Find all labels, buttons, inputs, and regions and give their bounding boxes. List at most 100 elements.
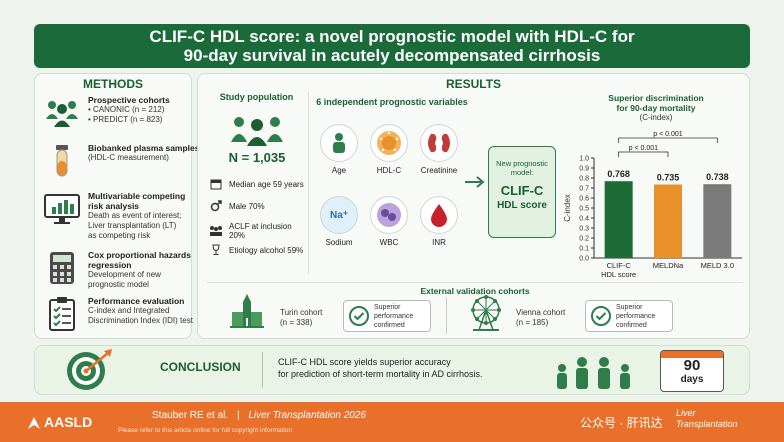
method-4-line-1: Development of new xyxy=(88,270,161,279)
target-icon xyxy=(67,349,112,390)
x-tick-label: CLIF-C xyxy=(607,261,632,270)
significance-label: p < 0.001 xyxy=(653,131,682,138)
x-tick-label: MELD 3.0 xyxy=(701,261,734,270)
stat-alcohol: Etiology alcohol 59% xyxy=(209,244,303,256)
method-4-line-2: prognostic model xyxy=(88,280,149,289)
journal-logo-line-2: Transplantation xyxy=(676,419,738,429)
person-icon xyxy=(320,124,358,162)
discrimination-heading-1: Superior discrimination xyxy=(608,93,704,103)
validation-section xyxy=(207,282,743,283)
method-3-line-3: as competing risk xyxy=(88,231,151,240)
clipboard-check-icon xyxy=(49,297,75,331)
validation-divider xyxy=(446,298,447,334)
ninety-days-calendar: 90 days xyxy=(660,350,724,392)
blood-drop-icon xyxy=(420,196,458,234)
method-1-line-1: • CANONIC (n = 212) xyxy=(88,105,165,114)
c-index-bar-chart: 0.0 0.1 0.2 0.3 0.4 0.5 0.6 0.7 0.8 0.9 1.0 C-index… xyxy=(563,131,742,279)
variable-hdl-label: HDL-C xyxy=(376,166,402,175)
calendar-icon xyxy=(209,178,223,190)
turin-result-3: confirmed xyxy=(374,322,405,329)
method-1-line-2: • PREDICT (n = 823) xyxy=(88,115,163,124)
footer-bar: AASLD Stauber RE et al. | Liver Transpla… xyxy=(0,402,784,442)
footer-citation: Stauber RE et al. xyxy=(152,410,229,421)
title-banner: CLIF-C HDL score: a novel prognostic mod… xyxy=(34,24,750,68)
check-circle-icon xyxy=(349,306,369,326)
x-tick-label: HDL score xyxy=(601,270,636,279)
ferris-wheel-icon xyxy=(471,295,501,331)
wine-glass-icon xyxy=(209,244,223,256)
days-label: days xyxy=(680,374,704,385)
footer-note: Please refer to this article online for … xyxy=(118,427,293,434)
y-tick-label: 0.7 xyxy=(579,186,589,193)
sodium-icon: Na⁺ xyxy=(320,196,358,234)
stat-male: Male 70% xyxy=(209,200,265,212)
y-tick-label: 0.2 xyxy=(579,236,589,243)
y-axis-label: C-index xyxy=(563,194,572,222)
discrimination-heading-3: (C-index) xyxy=(639,113,673,122)
people-group-icon xyxy=(557,357,630,389)
method-1-head: Prospective cohorts xyxy=(88,95,170,105)
y-tick-label: 0.4 xyxy=(579,216,589,223)
variable-age xyxy=(320,124,360,162)
validation-heading: External validation cohorts xyxy=(420,286,530,296)
stat-median-age: Median age 59 years xyxy=(209,178,304,190)
variable-age-label: Age xyxy=(331,166,347,175)
kidney-icon xyxy=(420,124,458,162)
turin-result-2: performance xyxy=(374,313,414,320)
variable-inr-label: INR xyxy=(432,238,446,247)
method-biobanked-samples: Biobanked plasma samples (HDL-C measurem… xyxy=(44,143,200,183)
stat-median-age-text: Median age 59 years xyxy=(229,179,304,189)
blood-tube-icon xyxy=(56,145,68,177)
arrow-right-icon xyxy=(465,176,485,188)
white-blood-cell-icon xyxy=(370,196,408,234)
population-card: Study population N = 1,035 Median age 59… xyxy=(205,92,309,274)
conclusion-heading: CONCLUSION xyxy=(160,360,241,374)
bar-value-label: 0.768 xyxy=(607,169,630,179)
variables-heading: 6 independent prognostic variables xyxy=(316,97,468,107)
conclusion-line-1: CLIF-C HDL score yields superior accurac… xyxy=(278,357,451,367)
footer-org: AASLD xyxy=(44,414,93,430)
bar-2 xyxy=(703,184,732,258)
bar-value-label: 0.738 xyxy=(706,172,729,182)
people-group-icon xyxy=(231,117,283,146)
hdl-particle-icon xyxy=(370,124,408,162)
stat-male-text: Male 70% xyxy=(229,201,265,211)
method-4-head: Cox proportional hazards regression xyxy=(88,250,191,270)
stat-aclf-text: ACLF at inclusion 20% xyxy=(229,222,292,240)
variable-sodium-label: Sodium xyxy=(325,238,353,247)
x-tick-label: MELDNa xyxy=(653,261,684,270)
y-tick-label: 0.9 xyxy=(579,166,589,173)
check-circle-icon xyxy=(591,306,611,326)
conclusion-divider xyxy=(262,352,263,388)
conclusion-text: CLIF-C HDL score yields superior accurac… xyxy=(278,356,483,380)
y-tick-label: 0.6 xyxy=(579,196,589,203)
y-tick-label: 0.5 xyxy=(579,206,589,213)
male-icon xyxy=(209,200,223,212)
footer-watermark: 公众号 · 肝讯达 xyxy=(580,416,663,430)
method-2-head: Biobanked plasma samples xyxy=(88,143,200,153)
model-name-1: CLIF-C xyxy=(500,183,544,198)
bar-value-label: 0.735 xyxy=(657,173,680,183)
bar-1 xyxy=(654,184,682,258)
variable-wbc xyxy=(370,196,410,234)
discrimination-heading-2: for 90-day mortality xyxy=(616,103,696,113)
conclusion-line-2: for prediction of short-term mortality i… xyxy=(278,369,483,379)
y-tick-label: 0.0 xyxy=(579,256,589,263)
method-2-line-1: (HDL-C measurement) xyxy=(88,153,169,162)
method-5-line-2: Discrimination Index (IDI) test xyxy=(88,316,193,325)
hospital-icon xyxy=(209,225,223,237)
footer-journal: Liver Transplantation 2026 xyxy=(248,410,366,421)
variable-wbc-label: WBC xyxy=(379,238,399,247)
y-tick-label: 1.0 xyxy=(579,156,589,163)
stat-alcohol-text: Etiology alcohol 59% xyxy=(229,245,304,255)
variable-sodium: Na⁺ xyxy=(320,196,360,234)
vienna-result-box: Superior performance confirmed xyxy=(585,300,673,332)
turin-cohort-name: Turin cohort xyxy=(280,308,323,317)
method-3-line-1: Death as event of interest; xyxy=(88,211,182,220)
results-heading: RESULTS xyxy=(445,77,502,91)
y-tick-label: 0.1 xyxy=(579,246,589,253)
model-top-label: New prognostic model: xyxy=(496,159,548,177)
title-line-1: CLIF-C HDL score: a novel prognostic mod… xyxy=(149,27,635,46)
turin-cohort-n: (n = 338) xyxy=(280,318,313,327)
journal-logo-line-1: Liver xyxy=(676,408,696,418)
